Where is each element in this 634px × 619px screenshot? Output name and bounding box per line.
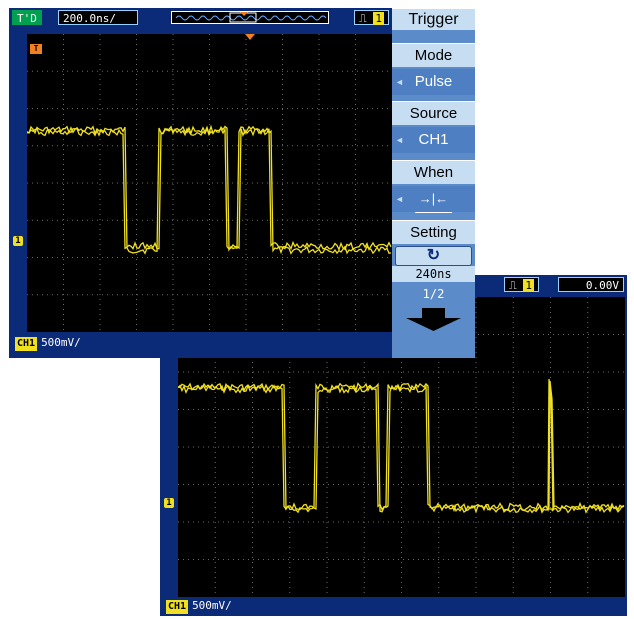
channel-scale-1: CH1 500mV/	[15, 336, 81, 351]
rotate-knob-icon: ↻	[395, 246, 472, 266]
graticule	[178, 297, 625, 597]
graticule	[27, 34, 392, 332]
trace-ch1-b	[27, 127, 392, 252]
softkey-arrow-icon: ◄	[395, 77, 404, 87]
source-value: CH1	[418, 131, 449, 148]
trigger-position-marker	[245, 34, 255, 40]
waveform-display-1	[27, 34, 392, 332]
run-state-badge: T'D	[12, 10, 42, 25]
trigger-time-marker: T	[30, 44, 42, 54]
softkey-arrow-icon: ◄	[395, 194, 404, 204]
channel-label-1: CH1	[15, 337, 38, 351]
trace-ch1-c	[178, 378, 625, 514]
trigger-type-badge-1: ⎍ 1	[354, 10, 389, 25]
trace-ch1-d	[178, 380, 625, 513]
channel-label-2: CH1	[166, 600, 189, 614]
channel-scale-value-1: 500mV/	[41, 336, 81, 349]
channel-scale-2: CH1 500mV/	[166, 599, 232, 614]
softkey-arrow-icon: ◄	[395, 135, 404, 145]
pulse-width-icon: →|←	[414, 186, 453, 213]
setting-value: 240ns	[392, 266, 475, 282]
source-softkey-value[interactable]: ◄ CH1	[392, 127, 475, 153]
mode-softkey-value[interactable]: ◄ Pulse	[392, 69, 475, 95]
setting-softkey-label[interactable]: Setting	[392, 220, 475, 244]
down-arrow-icon	[406, 308, 461, 331]
mode-softkey-label[interactable]: Mode	[392, 43, 475, 67]
waveform-graph-2	[178, 297, 625, 597]
status-bar-1: T'D 200.0ns/ ⎍ 1	[9, 8, 475, 28]
when-softkey-value[interactable]: ◄ →|←	[392, 186, 475, 213]
memory-overview-bar	[171, 11, 329, 24]
when-softkey-label[interactable]: When	[392, 160, 475, 184]
channel-1-marker: 1	[164, 498, 174, 508]
scope-screen-1: T'D 200.0ns/ ⎍ 1 T 1 CH1 500mV/ Trigger M…	[9, 8, 475, 358]
timebase-readout: 200.0ns/	[58, 10, 138, 25]
next-page-button[interactable]	[392, 306, 475, 332]
trigger-menu: Trigger Mode ◄ Pulse Source ◄ CH1 When ◄ →…	[392, 8, 475, 358]
setting-knob-button[interactable]: ↻	[392, 246, 475, 266]
trigger-type-badge: ⎍ 1	[504, 277, 539, 292]
trigger-level-readout: 0.00V	[558, 277, 624, 292]
trigger-menu-title: Trigger	[392, 8, 475, 30]
waveform-graph-1	[27, 34, 392, 332]
source-softkey-label[interactable]: Source	[392, 101, 475, 125]
mode-value: Pulse	[414, 73, 453, 90]
channel-scale-value-2: 500mV/	[192, 599, 232, 612]
menu-page-indicator: 1/2	[422, 287, 445, 301]
channel-1-marker: 1	[13, 236, 23, 246]
status-bar-2: ⎍ 1 0.00V	[160, 275, 627, 295]
